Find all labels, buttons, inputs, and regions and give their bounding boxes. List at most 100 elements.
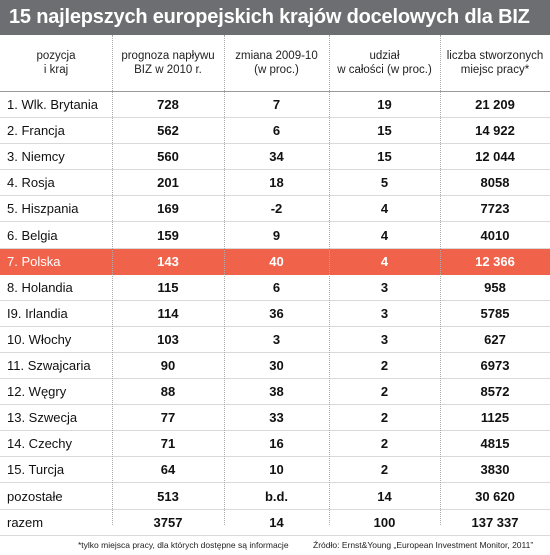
table-row: pozostałe 513 b.d. 14 30 620 <box>0 484 550 510</box>
column-header-jobs: liczba stworzonych miejsc pracy* <box>446 50 544 76</box>
jobs-cell: 12 044 <box>475 149 515 165</box>
share-cell: 2 <box>380 384 389 400</box>
column-header-change: zmiana 2009-10 (w proc.) <box>235 50 318 76</box>
change-cell: 3 <box>272 331 281 347</box>
inflow-cell: 562 <box>157 123 179 139</box>
table-row: 10. Włochy 103 3 3 627 <box>0 327 550 353</box>
table-row: 2. Francja 562 6 15 14 922 <box>0 118 550 145</box>
share-cell: 3 <box>380 331 389 347</box>
change-cell: 14 <box>269 514 284 530</box>
table-row: 11. Szwajcaria 90 30 2 6973 <box>0 353 550 380</box>
jobs-cell: 958 <box>484 279 506 295</box>
country-cell: 1. Wlk. Brytania <box>7 97 99 112</box>
country-cell: 3. Niemcy <box>7 149 65 165</box>
share-cell: 2 <box>380 436 389 452</box>
inflow-cell: 513 <box>157 488 179 504</box>
change-cell: 40 <box>269 253 284 269</box>
jobs-cell: 14 922 <box>475 123 515 139</box>
change-cell: b.d. <box>264 488 289 504</box>
column-divider <box>329 35 331 525</box>
column-divider <box>440 35 442 525</box>
inflow-cell: 159 <box>157 227 179 243</box>
column-header-share: udział w całości (w proc.) <box>337 50 432 76</box>
column-divider <box>224 35 226 525</box>
column-header-country: pozycja i kraj <box>36 50 76 76</box>
share-cell: 3 <box>380 305 389 321</box>
column-header-inflow: prognoza napływu BIZ w 2010 r. <box>121 50 215 76</box>
share-cell: 2 <box>380 358 389 373</box>
country-cell: 4. Rosja <box>7 175 55 191</box>
jobs-cell: 8058 <box>480 175 510 191</box>
share-cell: 2 <box>380 462 389 478</box>
jobs-cell: 4010 <box>480 227 510 243</box>
inflow-cell: 201 <box>157 175 179 191</box>
table-row: 3. Niemcy 560 34 15 12 044 <box>0 144 550 171</box>
table-row: 1. Wlk. Brytania 728 7 19 21 209 <box>0 92 550 119</box>
jobs-cell: 7723 <box>480 201 510 217</box>
share-cell: 4 <box>380 227 389 243</box>
jobs-cell: 12 366 <box>475 253 515 269</box>
change-cell: 18 <box>269 175 284 191</box>
jobs-cell: 1125 <box>480 410 510 426</box>
page-title: 15 najlepszych europejskich krajów docel… <box>0 0 550 35</box>
change-cell: 7 <box>272 97 281 112</box>
table-row: razem 3757 14 100 137 337 <box>0 510 550 536</box>
inflow-cell: 103 <box>157 331 179 347</box>
jobs-cell: 21 209 <box>475 97 515 112</box>
change-cell: 36 <box>269 305 284 321</box>
jobs-cell: 8572 <box>480 384 510 400</box>
share-cell: 5 <box>380 175 389 191</box>
table-row: 6. Belgia 159 9 4 4010 <box>0 223 550 249</box>
table-header: pozycja i kraj prognoza napływu BIZ w 20… <box>0 35 550 92</box>
inflow-cell: 90 <box>160 358 176 373</box>
jobs-cell: 30 620 <box>475 488 515 504</box>
column-divider <box>112 35 114 525</box>
change-cell: 9 <box>272 227 281 243</box>
table-row-highlighted: 7. Polska 143 40 4 12 366 <box>0 248 550 275</box>
country-cell: 15. Turcja <box>7 462 65 478</box>
table-row: 15. Turcja 64 10 2 3830 <box>0 457 550 484</box>
table-row: 5. Hiszpania 169 -2 4 7723 <box>0 196 550 223</box>
inflow-cell: 169 <box>157 201 179 217</box>
share-cell: 100 <box>373 514 396 530</box>
change-cell: 30 <box>269 358 284 373</box>
change-cell: 6 <box>272 123 281 139</box>
table-row: 4. Rosja 201 18 5 8058 <box>0 170 550 197</box>
table-row: I9. Irlandia 114 36 3 5785 <box>0 301 550 327</box>
inflow-cell: 560 <box>157 149 179 165</box>
change-cell: 33 <box>269 410 284 426</box>
share-cell: 4 <box>380 253 389 269</box>
country-cell: 8. Holandia <box>7 279 73 295</box>
jobs-cell: 627 <box>484 331 506 347</box>
share-cell: 4 <box>380 201 389 217</box>
change-cell: -2 <box>270 201 283 217</box>
jobs-cell: 5785 <box>480 305 510 321</box>
table-row: 8. Holandia 115 6 3 958 <box>0 275 550 301</box>
inflow-cell: 115 <box>157 279 179 295</box>
country-cell: pozostałe <box>7 488 63 504</box>
inflow-cell: 88 <box>160 384 176 400</box>
inflow-cell: 728 <box>157 97 179 112</box>
country-cell: 11. Szwajcaria <box>7 358 91 373</box>
inflow-cell: 77 <box>160 410 176 426</box>
inflow-cell: 3757 <box>153 514 183 530</box>
country-cell: razem <box>7 514 44 530</box>
country-cell: 14. Czechy <box>7 436 73 452</box>
country-cell: 6. Belgia <box>7 227 58 243</box>
share-cell: 15 <box>377 123 392 139</box>
share-cell: 3 <box>380 279 389 295</box>
country-cell: 12. Węgry <box>7 384 67 400</box>
country-cell: 13. Szwecja <box>7 410 78 426</box>
jobs-cell: 6973 <box>480 358 510 373</box>
inflow-cell: 114 <box>157 305 179 321</box>
share-cell: 19 <box>377 97 392 112</box>
change-cell: 38 <box>269 384 284 400</box>
table-row: 13. Szwecja 77 33 2 1125 <box>0 405 550 432</box>
share-cell: 15 <box>377 149 392 165</box>
jobs-cell: 4815 <box>480 436 510 452</box>
table-row: 14. Czechy 71 16 2 4815 <box>0 431 550 458</box>
footer: *tylko miejsca pracy, dla których dostęp… <box>0 537 550 553</box>
change-cell: 34 <box>269 149 284 165</box>
country-cell: 5. Hiszpania <box>7 201 79 217</box>
